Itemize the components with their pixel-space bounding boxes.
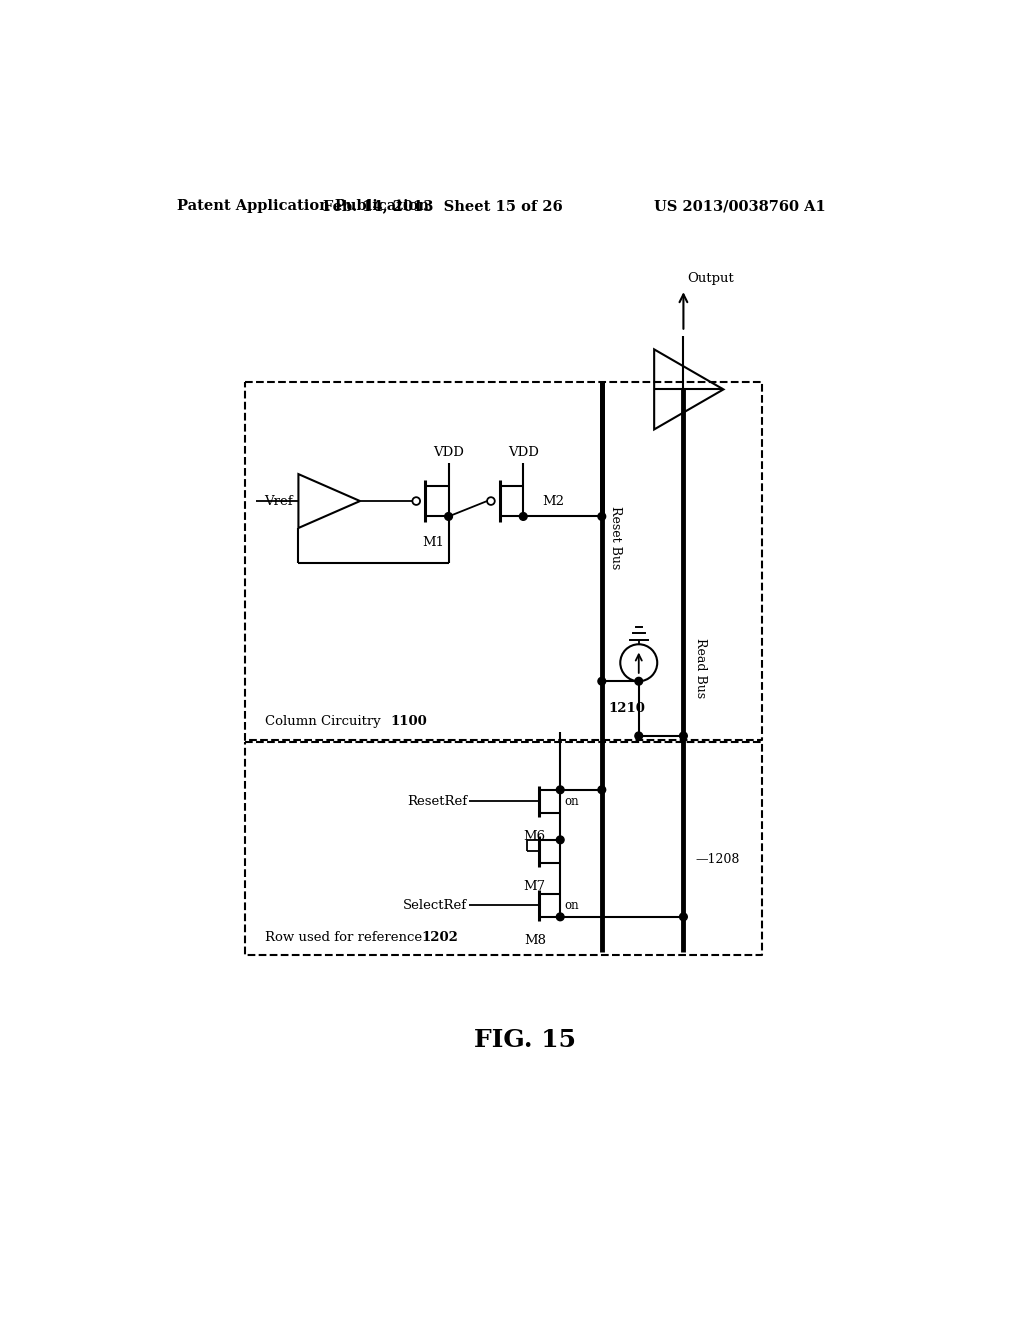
Circle shape [635,677,643,685]
Circle shape [519,512,527,520]
Text: Read Bus: Read Bus [694,639,708,698]
Circle shape [680,733,687,739]
Text: on: on [564,899,579,912]
Circle shape [598,512,605,520]
Text: M6: M6 [523,830,546,843]
Circle shape [556,913,564,921]
Circle shape [556,836,564,843]
Text: FIG. 15: FIG. 15 [474,1028,575,1052]
Text: 1210: 1210 [608,702,645,715]
Text: M7: M7 [523,880,546,892]
Text: 1202: 1202 [422,931,459,944]
Text: 1100: 1100 [391,715,428,729]
Text: Reset Bus: Reset Bus [609,506,623,569]
Text: M1: M1 [422,536,444,549]
Text: M2: M2 [543,495,564,508]
Circle shape [635,733,643,739]
Circle shape [444,512,453,520]
Text: VDD: VDD [508,446,539,459]
Text: Patent Application Publication: Patent Application Publication [177,199,429,213]
Text: Feb. 14, 2013  Sheet 15 of 26: Feb. 14, 2013 Sheet 15 of 26 [323,199,562,213]
Text: on: on [564,795,579,808]
Text: VDD: VDD [433,446,464,459]
Circle shape [680,913,687,921]
Circle shape [598,677,605,685]
Text: Row used for reference: Row used for reference [265,931,427,944]
Text: US 2013/0038760 A1: US 2013/0038760 A1 [654,199,826,213]
Circle shape [598,785,605,793]
Circle shape [556,785,564,793]
Text: ResetRef: ResetRef [407,795,467,808]
Text: SelectRef: SelectRef [402,899,467,912]
Text: Vref: Vref [263,495,292,508]
Text: Column Circuitry: Column Circuitry [265,715,385,729]
Text: Output: Output [687,272,734,285]
Text: M8: M8 [524,933,546,946]
Text: —1208: —1208 [695,853,740,866]
